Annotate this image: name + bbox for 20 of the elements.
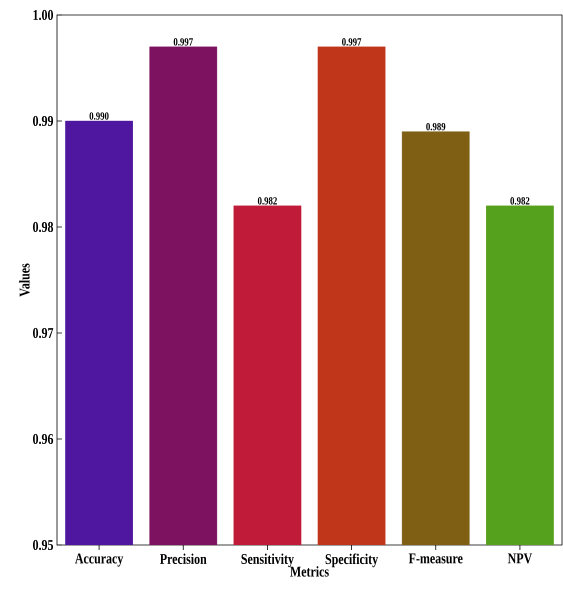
data-label: 0.982 bbox=[258, 197, 277, 205]
y-tick-label: 0.99 bbox=[33, 116, 54, 126]
y-tick-label: 0.97 bbox=[33, 328, 54, 338]
x-tick-label: NPV bbox=[508, 554, 532, 564]
x-tick-label: Precision bbox=[160, 554, 207, 564]
data-label: 0.990 bbox=[90, 112, 109, 120]
y-tick-label: 0.95 bbox=[33, 540, 54, 550]
x-tick-label: Specificity bbox=[326, 554, 378, 568]
y-axis-title: Values bbox=[19, 264, 30, 297]
data-label: 0.997 bbox=[174, 38, 193, 46]
data-label: 0.997 bbox=[342, 38, 362, 46]
data-label: 0.982 bbox=[510, 197, 530, 205]
y-tick-label: 1.00 bbox=[34, 10, 54, 20]
x-tick-label: F-measure bbox=[408, 554, 463, 564]
y-tick-label: 0.98 bbox=[33, 222, 54, 232]
data-label: 0.989 bbox=[426, 122, 446, 130]
x-axis-title: Metrics bbox=[290, 566, 329, 577]
x-tick-label: Accuracy bbox=[74, 554, 124, 567]
y-tick-label: 0.96 bbox=[33, 434, 54, 444]
x-tick-label: Sensitivity bbox=[241, 554, 294, 568]
